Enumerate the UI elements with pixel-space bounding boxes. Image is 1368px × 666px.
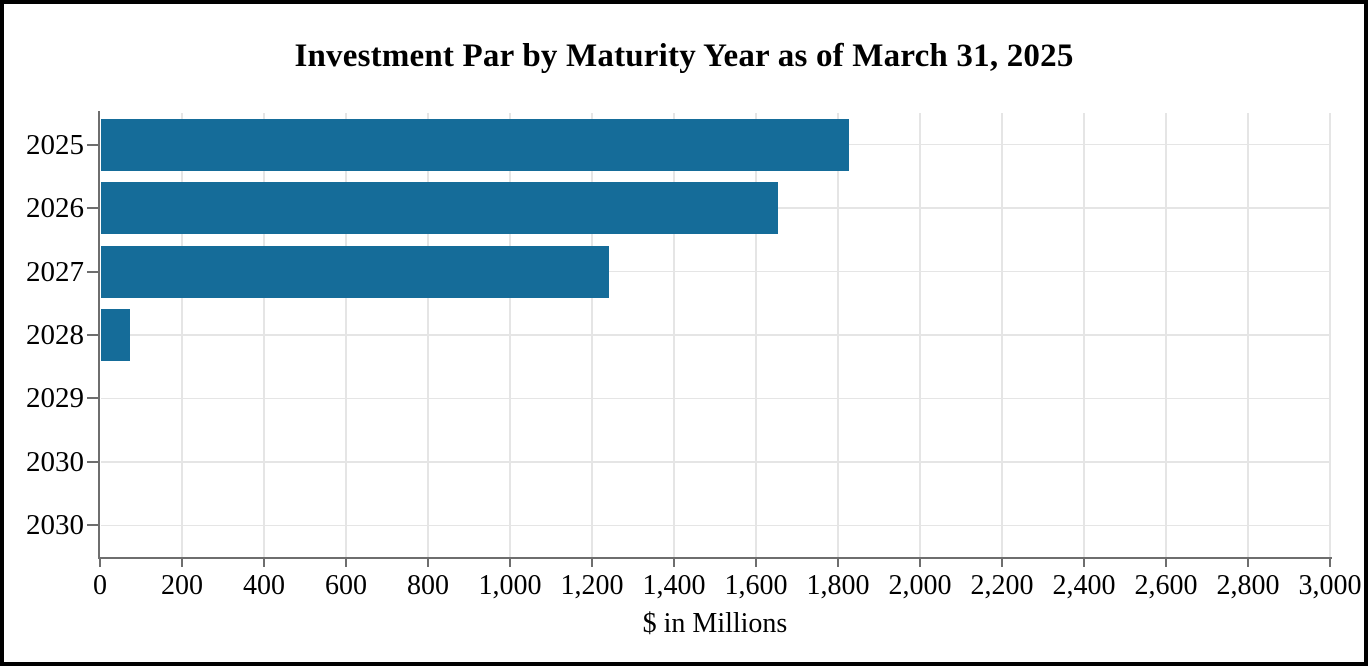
y-axis-tick <box>87 334 98 336</box>
gridline-horizontal <box>101 397 1330 400</box>
gridline-horizontal <box>101 270 1330 273</box>
x-axis-title: $ in Millions <box>642 608 788 639</box>
x-tick-label: 2,600 <box>1134 570 1198 601</box>
y-axis-tick <box>87 207 98 210</box>
bar-2025 <box>101 118 850 171</box>
y-tick-label: 2027 <box>26 255 84 288</box>
y-tick-label: 2030 <box>26 509 84 542</box>
x-axis-tick <box>1247 559 1249 567</box>
x-tick-label: 1,200 <box>560 570 624 601</box>
x-axis-tick <box>181 559 183 567</box>
x-tick-label: 2,800 <box>1216 570 1280 601</box>
y-axis-tick <box>87 270 98 273</box>
x-tick-label: 600 <box>325 570 367 601</box>
bar-2026 <box>101 182 778 235</box>
x-axis-tick <box>673 559 675 567</box>
x-axis-tick <box>345 559 347 567</box>
y-axis-tick <box>87 460 98 463</box>
x-axis-tick <box>1001 559 1003 567</box>
y-axis-line <box>98 111 100 559</box>
x-tick-label: 1,600 <box>724 570 788 601</box>
x-tick-label: 1,400 <box>642 570 706 601</box>
y-tick-label: 2025 <box>26 128 84 161</box>
bar-2027 <box>101 245 610 298</box>
x-axis-tick <box>837 559 839 567</box>
gridline-horizontal <box>101 524 1330 527</box>
x-axis-tick <box>263 559 265 567</box>
y-tick-label: 2030 <box>26 445 84 478</box>
x-tick-label: 3,000 <box>1298 570 1362 601</box>
bar-2028 <box>101 309 130 361</box>
x-tick-label: 400 <box>243 570 285 601</box>
x-axis-line <box>98 557 1332 559</box>
y-tick-label: 2028 <box>26 319 84 351</box>
x-axis-tick <box>591 559 593 567</box>
x-axis-tick <box>99 559 101 567</box>
chart-title: Investment Par by Maturity Year as of Ma… <box>294 38 1074 74</box>
x-axis-tick <box>1165 559 1167 567</box>
x-tick-label: 0 <box>93 570 107 601</box>
x-tick-label: 1,000 <box>478 570 542 601</box>
plot-area: 0 200 400 600 800 1,000 1,200 1,400 1,600 1,800 2,… <box>4 4 1364 662</box>
x-tick-label: 1,800 <box>806 570 870 601</box>
x-axis-tick <box>1329 559 1331 567</box>
x-axis-tick <box>427 559 429 567</box>
y-axis-tick <box>87 524 98 527</box>
gridline-horizontal <box>101 461 1330 463</box>
x-tick-label: 2,000 <box>888 570 952 601</box>
x-axis-tick <box>755 559 757 567</box>
x-tick-label: 800 <box>407 570 449 601</box>
x-tick-label: 2,200 <box>970 570 1034 601</box>
y-axis-tick <box>87 143 98 146</box>
x-axis-tick <box>509 559 511 567</box>
y-axis-tick <box>87 397 98 400</box>
y-tick-label: 2029 <box>26 382 84 415</box>
x-tick-label: 200 <box>161 570 203 601</box>
gridline-horizontal <box>101 334 1330 336</box>
y-tick-label: 2026 <box>26 192 84 225</box>
x-tick-label: 2,400 <box>1052 570 1116 601</box>
x-axis-tick <box>919 559 921 567</box>
x-axis-tick <box>1083 559 1085 567</box>
gridline-vertical <box>1329 113 1331 557</box>
